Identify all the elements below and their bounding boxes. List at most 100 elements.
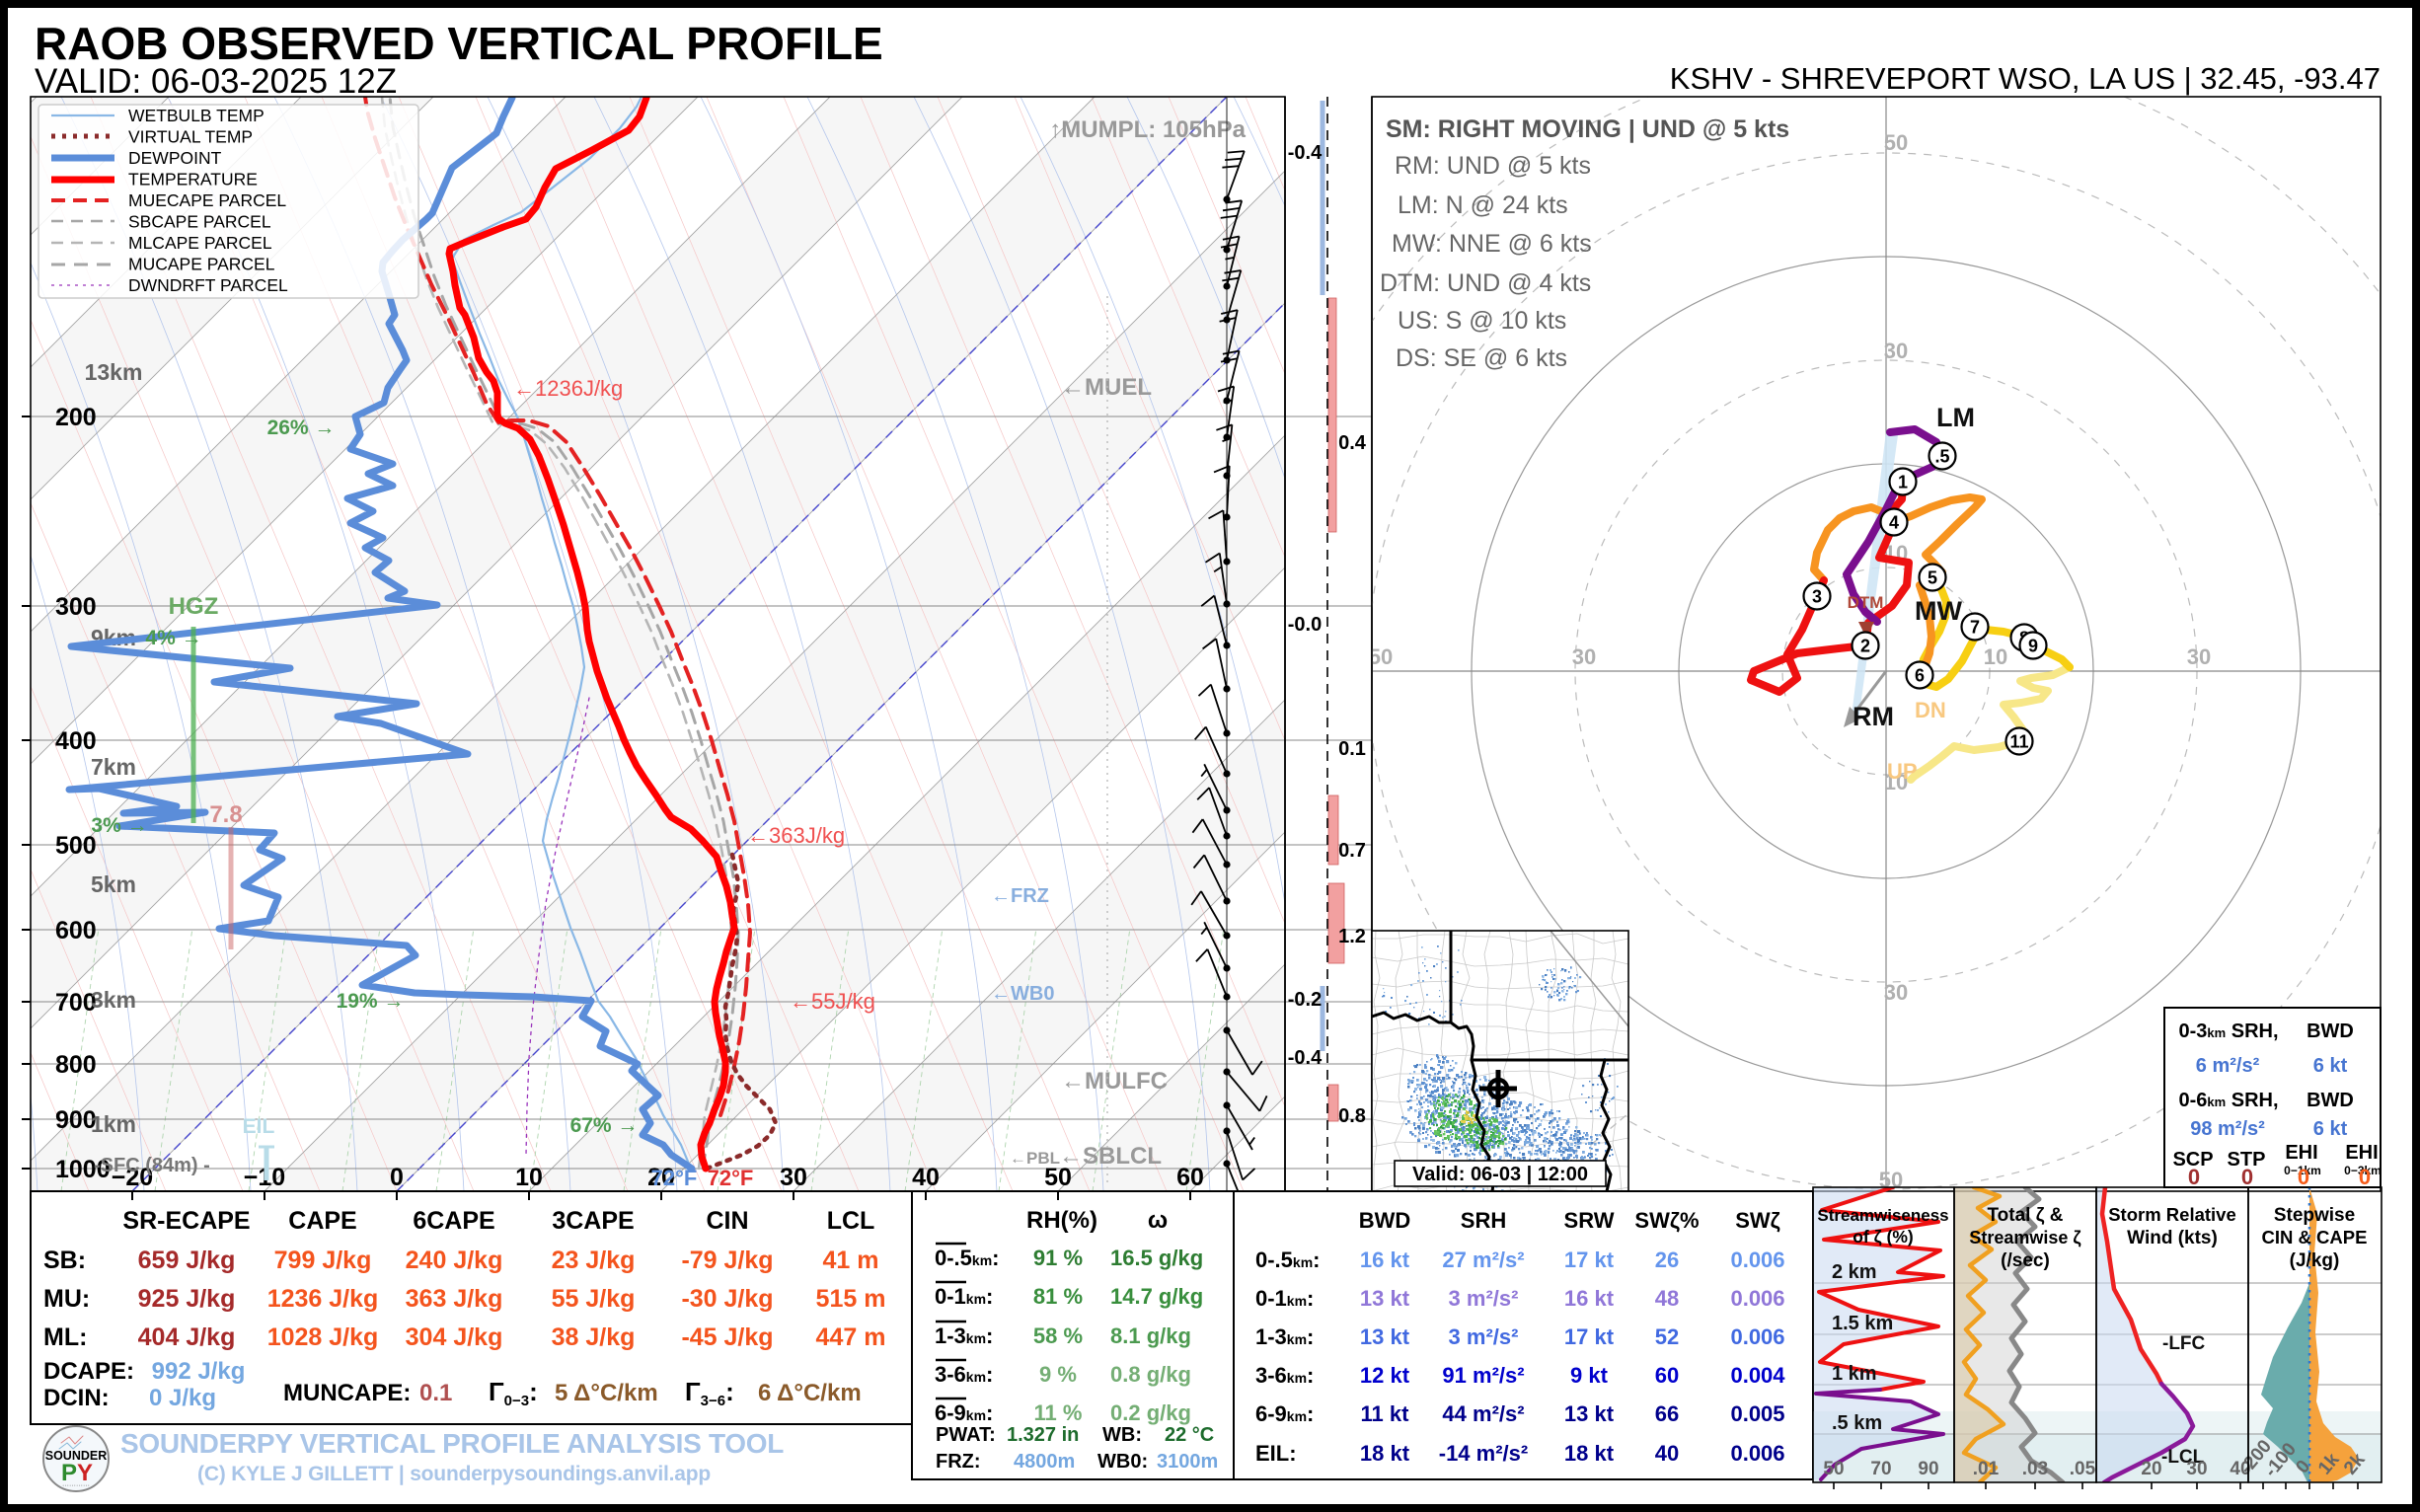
- svg-text:3CAPE: 3CAPE: [552, 1207, 634, 1235]
- svg-text:SWζ: SWζ: [1735, 1208, 1780, 1233]
- svg-text:11 %: 11 %: [1034, 1400, 1083, 1425]
- svg-text:16 kt: 16 kt: [1564, 1286, 1615, 1311]
- svg-text:91 %: 91 %: [1033, 1246, 1083, 1270]
- svg-text:DN: DN: [1915, 698, 1946, 722]
- svg-text:FRZ:: FRZ:: [936, 1451, 981, 1473]
- svg-text:52: 52: [1655, 1324, 1679, 1349]
- svg-text:30: 30: [780, 1164, 807, 1191]
- svg-text:(/sec): (/sec): [2001, 1250, 2050, 1271]
- svg-text:MUCAPE PARCEL: MUCAPE PARCEL: [128, 255, 275, 274]
- svg-text:26% →: 26% →: [267, 416, 336, 439]
- svg-text:13 kt: 13 kt: [1360, 1286, 1410, 1311]
- svg-text:40: 40: [1655, 1441, 1679, 1466]
- svg-text:40: 40: [912, 1164, 940, 1191]
- svg-text:←MULFC: ←MULFC: [1061, 1068, 1168, 1095]
- svg-text:↑MUMPL: 105hPa: ↑MUMPL: 105hPa: [1049, 116, 1246, 143]
- svg-text:CIN: CIN: [706, 1207, 748, 1235]
- svg-text:P: P: [61, 1460, 77, 1486]
- svg-text:1km: 1km: [91, 1111, 136, 1137]
- svg-text:0.1: 0.1: [1338, 738, 1366, 760]
- svg-text:ω: ω: [1148, 1207, 1168, 1234]
- svg-text:600: 600: [55, 917, 97, 945]
- svg-text:3: 3: [1812, 587, 1822, 607]
- svg-text:BWD: BWD: [2307, 1090, 2354, 1111]
- svg-text:0.006: 0.006: [1730, 1247, 1784, 1272]
- svg-text:6-9km:: 6-9km:: [1255, 1401, 1314, 1426]
- svg-text:800: 800: [55, 1051, 97, 1079]
- svg-text:60: 60: [1655, 1363, 1679, 1388]
- svg-text:5km: 5km: [91, 871, 136, 897]
- svg-text:SOUNDERPY VERTICAL PROFILE ANA: SOUNDERPY VERTICAL PROFILE ANALYSIS TOOL: [120, 1428, 784, 1459]
- svg-text:0: 0: [2359, 1165, 2371, 1189]
- svg-text:16.5 g/kg: 16.5 g/kg: [1110, 1246, 1203, 1270]
- svg-text:50: 50: [1823, 1459, 1844, 1479]
- svg-text:1: 1: [1898, 473, 1908, 492]
- svg-text:3km: 3km: [91, 987, 136, 1013]
- svg-text:3 m²/s²: 3 m²/s²: [1449, 1324, 1519, 1349]
- svg-text:363 J/kg: 363 J/kg: [406, 1285, 503, 1313]
- svg-text:0.8: 0.8: [1338, 1105, 1366, 1127]
- svg-text:7: 7: [1970, 618, 1980, 638]
- svg-text:30: 30: [1572, 644, 1596, 669]
- svg-text:-45 J/kg: -45 J/kg: [681, 1323, 773, 1351]
- svg-text:1.5 km: 1.5 km: [1832, 1313, 1893, 1334]
- svg-text:3 m²/s²: 3 m²/s²: [1449, 1286, 1519, 1311]
- svg-text:TEMPERATURE: TEMPERATURE: [128, 170, 258, 189]
- svg-text:DCAPE:: DCAPE:: [43, 1358, 134, 1385]
- svg-text:←PBL: ←PBL: [1010, 1149, 1060, 1168]
- svg-text:70: 70: [1870, 1459, 1891, 1479]
- svg-text:Valid: 06-03 | 12:00: Valid: 06-03 | 12:00: [1412, 1164, 1588, 1185]
- svg-text:Y: Y: [77, 1460, 93, 1486]
- svg-text:0: 0: [2298, 1165, 2309, 1189]
- svg-text:SM: RIGHT MOVING | UND @ 5 kts: SM: RIGHT MOVING | UND @ 5 kts: [1386, 115, 1789, 143]
- svg-text:Total ζ &: Total ζ &: [1987, 1205, 2063, 1226]
- svg-text:US: S @ 10 kts: US: S @ 10 kts: [1398, 307, 1566, 335]
- svg-text:0.006: 0.006: [1730, 1324, 1784, 1349]
- svg-text:(J/kg): (J/kg): [2290, 1250, 2340, 1271]
- svg-text:-0.2: -0.2: [1288, 989, 1322, 1011]
- svg-text:SBCAPE PARCEL: SBCAPE PARCEL: [128, 212, 271, 232]
- svg-text:38 J/kg: 38 J/kg: [552, 1323, 636, 1351]
- svg-text:Streamwise ζ: Streamwise ζ: [1969, 1228, 2080, 1248]
- svg-text:44 m²/s²: 44 m²/s²: [1442, 1401, 1524, 1426]
- svg-text:3100m: 3100m: [1157, 1451, 1218, 1473]
- svg-text:.5 km: .5 km: [1832, 1412, 1882, 1434]
- svg-text:0−3km: 0−3km: [2344, 1164, 2382, 1177]
- svg-text:SR-ECAPE: SR-ECAPE: [122, 1207, 250, 1235]
- svg-text:10: 10: [515, 1164, 543, 1191]
- svg-text:30: 30: [1884, 980, 1908, 1005]
- svg-text:4% →: 4% →: [145, 627, 201, 649]
- svg-text:←1236J/kg: ←1236J/kg: [513, 376, 623, 401]
- svg-text:MUNCAPE:: MUNCAPE:: [283, 1380, 411, 1406]
- svg-text:700: 700: [55, 989, 97, 1017]
- svg-text:VALID: 06-03-2025 12Z: VALID: 06-03-2025 12Z: [35, 62, 397, 101]
- svg-text:SRW: SRW: [1564, 1208, 1615, 1233]
- svg-text:MU:: MU:: [43, 1285, 90, 1313]
- svg-text:6 m²/s²: 6 m²/s²: [2196, 1055, 2260, 1077]
- svg-text:SB:: SB:: [43, 1247, 86, 1274]
- svg-text:MW: NNE @ 6 kts: MW: NNE @ 6 kts: [1392, 230, 1592, 258]
- svg-text:48: 48: [1655, 1286, 1679, 1311]
- svg-text:659 J/kg: 659 J/kg: [138, 1247, 236, 1274]
- svg-text:WB0:: WB0:: [1097, 1451, 1148, 1473]
- svg-text:EHI: EHI: [2345, 1142, 2378, 1164]
- svg-text:DS: SE @ 6 kts: DS: SE @ 6 kts: [1396, 344, 1567, 372]
- svg-text:6CAPE: 6CAPE: [413, 1207, 494, 1235]
- svg-text:5: 5: [1928, 568, 1937, 588]
- svg-text:Stepwise: Stepwise: [2274, 1205, 2355, 1226]
- svg-text:8.1 g/kg: 8.1 g/kg: [1110, 1323, 1191, 1348]
- svg-text:VIRTUAL TEMP: VIRTUAL TEMP: [128, 127, 253, 147]
- svg-text:14.7 g/kg: 14.7 g/kg: [1110, 1284, 1203, 1309]
- svg-text:41 m: 41 m: [823, 1247, 879, 1274]
- svg-text:500: 500: [55, 832, 97, 860]
- svg-text:1028 J/kg: 1028 J/kg: [267, 1323, 379, 1351]
- svg-text:1.2: 1.2: [1338, 926, 1366, 947]
- svg-text:240 J/kg: 240 J/kg: [406, 1247, 503, 1274]
- svg-text:DTM: DTM: [1848, 593, 1884, 612]
- svg-text:13 kt: 13 kt: [1360, 1324, 1410, 1349]
- svg-text:RM: RM: [1853, 702, 1894, 731]
- svg-text:←FRZ: ←FRZ: [991, 885, 1049, 907]
- svg-text:MLCAPE PARCEL: MLCAPE PARCEL: [128, 233, 272, 253]
- svg-text:447 m: 447 m: [816, 1323, 886, 1351]
- svg-text:-SFC (84m) -: -SFC (84m) -: [94, 1155, 210, 1176]
